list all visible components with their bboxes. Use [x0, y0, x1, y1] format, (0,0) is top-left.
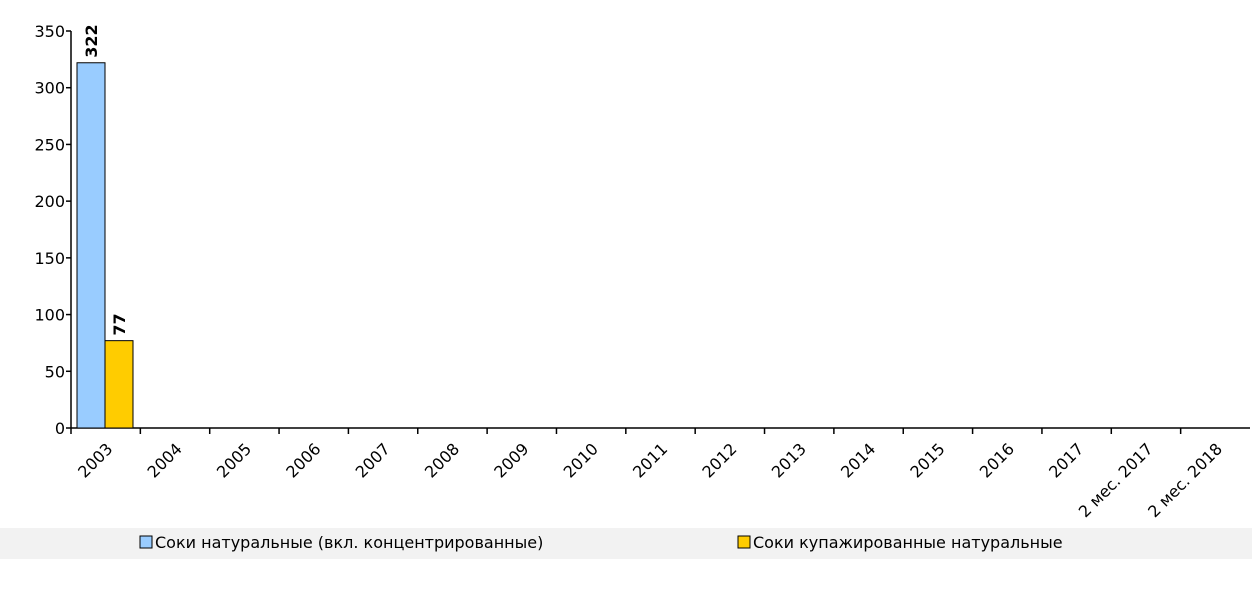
y-tick-label: 150 — [34, 249, 65, 268]
x-tick-label: 2011 — [629, 439, 671, 481]
x-tick-label: 2013 — [768, 439, 810, 481]
data-label: 77 — [110, 313, 129, 335]
x-tick-label: 2 мес. 2018 — [1144, 439, 1226, 521]
x-tick-label: 2009 — [490, 439, 532, 481]
y-tick-label: 100 — [34, 306, 65, 325]
y-tick-label: 350 — [34, 22, 65, 41]
x-tick-label: 2008 — [421, 439, 463, 481]
x-tick-label: 2012 — [698, 439, 740, 481]
x-tick-label: 2016 — [976, 439, 1018, 481]
x-tick-label: 2004 — [144, 439, 186, 481]
y-tick-label: 250 — [34, 135, 65, 154]
x-tick-label: 2005 — [213, 439, 255, 481]
legend-background — [0, 528, 1252, 559]
x-tick-label: 2017 — [1045, 439, 1087, 481]
bar — [104, 340, 134, 429]
y-tick-label: 300 — [34, 79, 65, 98]
legend-label: Соки натуральные (вкл. концентрированные… — [155, 533, 543, 552]
data-label: 322 — [82, 24, 101, 57]
legend-swatch — [737, 535, 751, 549]
y-tick-label: 200 — [34, 192, 65, 211]
y-tick-label: 50 — [45, 362, 65, 381]
legend-swatch — [139, 535, 153, 549]
x-tick-label: 2015 — [906, 439, 948, 481]
bar — [76, 62, 106, 429]
x-tick-label: 2014 — [837, 439, 879, 481]
x-tick-label: 2010 — [560, 439, 602, 481]
y-tick-label: 0 — [55, 419, 65, 438]
legend-label: Соки купажированные натуральные — [753, 533, 1063, 552]
x-tick-label: 2007 — [352, 439, 394, 481]
x-tick-label: 2006 — [282, 439, 324, 481]
x-tick-label: 2003 — [74, 439, 116, 481]
